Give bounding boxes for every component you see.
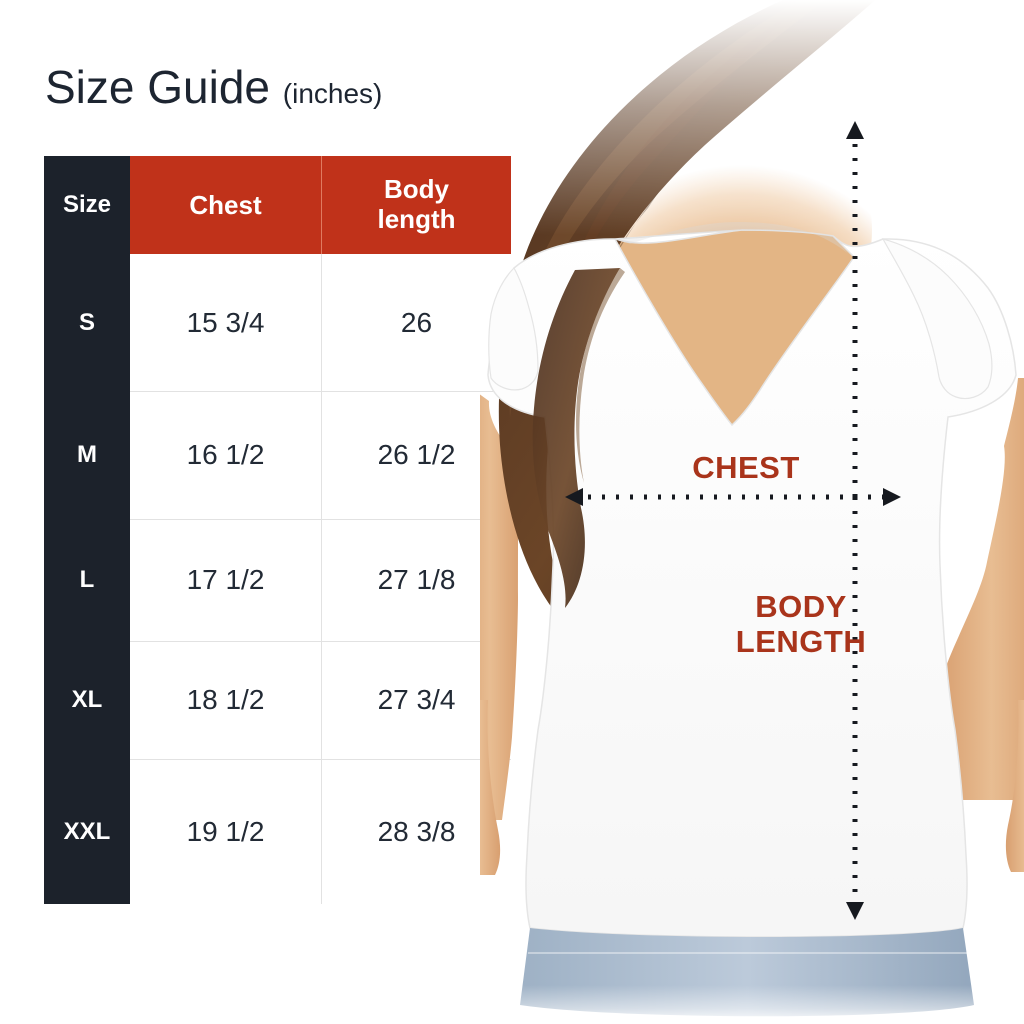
svg-text:LENGTH: LENGTH <box>736 624 866 659</box>
svg-text:BODY: BODY <box>755 589 847 624</box>
svg-text:CHEST: CHEST <box>692 450 800 485</box>
